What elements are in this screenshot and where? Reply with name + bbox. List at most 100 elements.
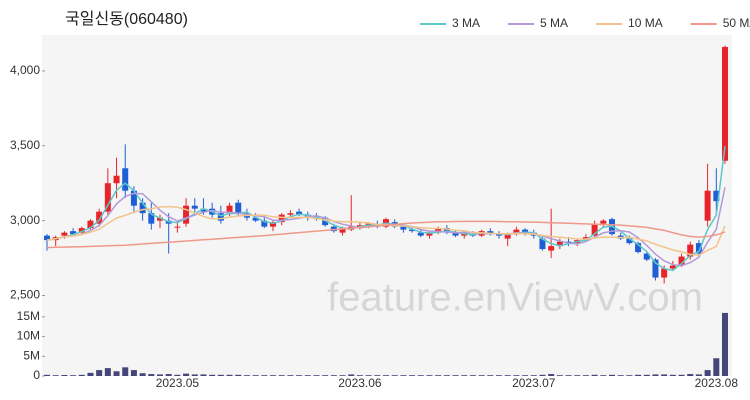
candle-body: [539, 238, 546, 250]
candle-body: [226, 205, 233, 214]
candle-body: [44, 235, 50, 241]
candle-body: [235, 202, 242, 214]
candle-body: [174, 226, 181, 228]
candle-body: [87, 220, 94, 229]
volume-bar: [435, 375, 442, 376]
volume-bar: [113, 371, 120, 376]
volume-bar: [148, 374, 155, 376]
volume-bar: [400, 375, 407, 376]
candle-body: [113, 175, 120, 184]
volume-bar: [426, 375, 433, 376]
volume-bar: [174, 374, 181, 376]
volume-bar: [139, 373, 146, 376]
volume-bar: [461, 375, 468, 376]
candle-body: [61, 232, 68, 236]
volume-bar: [591, 374, 598, 376]
chart-title: 국일신동(060480): [65, 10, 188, 28]
volume-bar: [626, 375, 633, 376]
volume-bar: [104, 368, 111, 376]
volume-bar: [409, 375, 416, 376]
volume-bar: [235, 374, 242, 376]
x-tick-label: 2023.07: [512, 376, 556, 390]
volume-bar: [556, 375, 563, 376]
volume-bar: [313, 375, 320, 376]
x-tick-label: 2023.06: [338, 376, 382, 390]
volume-bar: [565, 375, 572, 376]
candle-body: [600, 220, 607, 224]
volume-bar: [496, 375, 502, 376]
volume-bar: [574, 375, 581, 376]
candle-body: [252, 217, 259, 221]
volume-tick-label: 5M: [23, 348, 40, 362]
volume-bar: [687, 374, 694, 376]
volume-bar: [157, 374, 163, 376]
volume-bar: [704, 370, 711, 376]
volume-bar: [183, 373, 190, 376]
candle-body: [548, 246, 555, 251]
volume-bar: [70, 375, 77, 376]
candle-body: [487, 231, 494, 235]
volume-bar: [226, 374, 233, 376]
volume-bar: [695, 374, 702, 376]
volume-bar: [304, 375, 311, 376]
volume-bar: [487, 375, 494, 376]
volume-tick-label: 15M: [17, 309, 40, 323]
volume-bar: [539, 374, 546, 376]
volume-bar: [452, 375, 459, 376]
plot-background: [42, 35, 732, 376]
candle-body: [104, 183, 111, 212]
candle-body: [417, 232, 424, 236]
volume-bar: [87, 372, 94, 376]
y-tick-label: 4,000: [10, 63, 40, 77]
candle-body: [635, 243, 642, 253]
ma-line: [46, 146, 726, 272]
volume-bar: [391, 375, 398, 376]
volume-bar: [469, 375, 476, 376]
volume-bar: [78, 374, 85, 376]
candle-body: [426, 232, 433, 236]
volume-bar: [356, 375, 363, 376]
candle-body: [70, 231, 77, 235]
candle-body: [669, 265, 676, 269]
candle-body: [556, 241, 563, 247]
volume-bar: [330, 375, 337, 376]
volume-bar: [217, 374, 224, 376]
volume-bar: [417, 375, 424, 376]
volume-bar: [252, 375, 259, 376]
volume-bar: [200, 374, 207, 376]
candle-body: [409, 229, 416, 232]
volume-bar: [191, 374, 198, 376]
volume-bar: [374, 375, 381, 376]
candle-body: [157, 217, 163, 221]
volume-bar: [713, 358, 720, 376]
volume-bar: [661, 374, 668, 376]
legend-label: 50 MA: [723, 16, 750, 30]
candle-body: [591, 223, 598, 236]
volume-bar: [278, 375, 285, 376]
candle-body: [452, 232, 459, 236]
candle-body: [296, 211, 303, 215]
volume-bar: [348, 374, 355, 376]
candle-body: [217, 213, 224, 221]
candle-body: [78, 228, 85, 233]
candle-body: [287, 213, 294, 215]
y-tick-label: 3,000: [10, 213, 40, 227]
volume-bar: [443, 375, 450, 376]
candle-body: [339, 228, 346, 233]
y-tick-label: 2,500: [10, 288, 40, 302]
volume-bar: [617, 375, 624, 376]
volume-bar: [322, 375, 329, 376]
volume-bar: [209, 374, 216, 376]
candle-body: [713, 190, 720, 202]
candle-body: [695, 243, 702, 254]
volume-bar: [478, 375, 485, 376]
y-tick-label: 3,500: [10, 138, 40, 152]
candle-body: [122, 168, 129, 191]
volume-bar: [261, 375, 268, 376]
candle-body: [130, 190, 137, 206]
candle-body: [722, 46, 728, 161]
volume-bar: [609, 374, 615, 376]
volume-bar: [548, 374, 555, 376]
volume-bar: [44, 374, 50, 376]
